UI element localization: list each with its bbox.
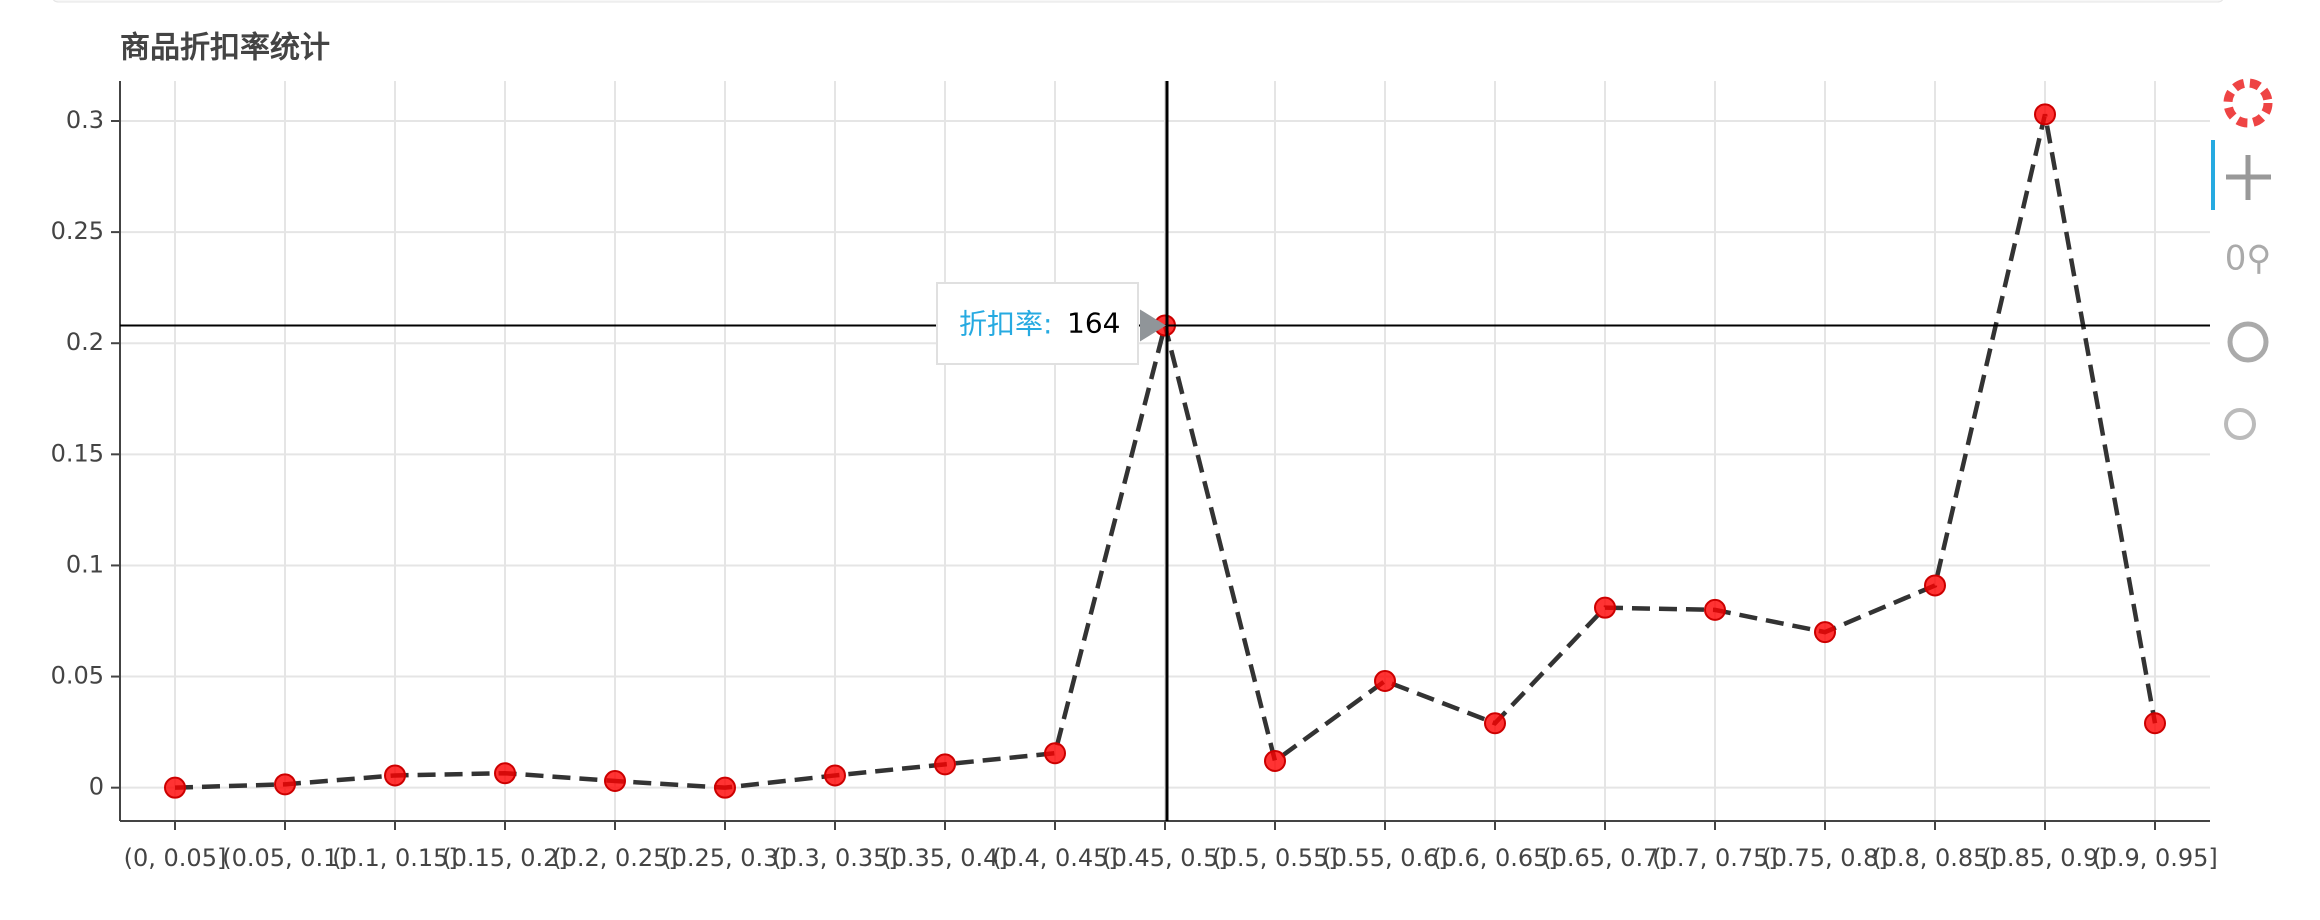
point [824,764,846,787]
x-tick-label: (0.3, 0.35] [772,844,898,872]
point [1924,574,1946,597]
y-tick-label: 0.05 [51,662,104,690]
tooltip-label: 折扣率: [959,308,1052,341]
x-tick-label: (0.7, 0.75] [1652,844,1778,872]
tooltip-value: 164 [1067,307,1120,340]
top-bar [52,0,2224,3]
point [604,770,626,792]
point [1264,750,1286,772]
chart-title: 商品折扣率统计 [120,31,330,66]
point [1814,621,1836,644]
x-tick-label: (0.1, 0.15] [332,844,458,872]
x-tick-label: (0.4, 0.45] [992,844,1118,872]
point [714,776,736,799]
x-tick-label: (0.8, 0.85] [1872,844,1998,872]
tooltip-box [936,282,1139,365]
x-tick-label: (0.15, 0.2] [442,844,568,872]
point [2034,103,2056,126]
point [2144,712,2166,735]
pan-tool[interactable] [2226,155,2271,200]
x-tick-label: (0.9, 0.95] [2092,844,2218,872]
x-tick-label: (0.35, 0.4] [882,844,1008,872]
y-tick-label: 0 [89,773,104,801]
point [1044,742,1066,765]
tooltip-arrow [1140,309,1166,342]
point [1594,596,1616,619]
point [494,762,516,785]
y-tick-label: 0.1 [66,550,104,578]
point [1704,598,1726,621]
x-tick-label: (0.75, 0.8] [1762,844,1888,872]
x-tick-label: (0.5, 0.55] [1212,844,1338,872]
y-tick-label: 0.25 [51,217,104,245]
x-tick-label: (0.45, 0.5] [1102,844,1228,872]
point [1374,670,1396,692]
point [274,773,296,796]
point [1484,712,1506,735]
x-tick-label: (0.55, 0.6] [1322,844,1448,872]
x-tick-label: (0.2, 0.25] [552,844,678,872]
y-tick-label: 0.2 [66,328,104,356]
x-tick-label: (0.25, 0.3] [662,844,788,872]
hover-tool[interactable] [2224,408,2256,440]
wheel-zoom-tool[interactable]: 0⚲ [2225,239,2272,279]
active-indicator [2211,140,2215,210]
x-tick-label: (0.65, 0.7] [1542,844,1668,872]
point [934,753,956,776]
reset-tool[interactable] [2227,321,2269,363]
point [384,764,406,787]
y-tick-label: 0.15 [51,439,104,467]
y-tick-label: 0.3 [66,106,104,134]
toolbar: 0⚲ [2211,78,2273,440]
logo[interactable] [2223,78,2273,128]
x-tick-label: (0, 0.05] [124,844,227,872]
point [164,776,186,799]
x-tick-label: (0.05, 0.1] [222,844,348,872]
x-tick-label: (0.85, 0.9] [1982,844,2108,872]
x-tick-label: (0.6, 0.65] [1432,844,1558,872]
